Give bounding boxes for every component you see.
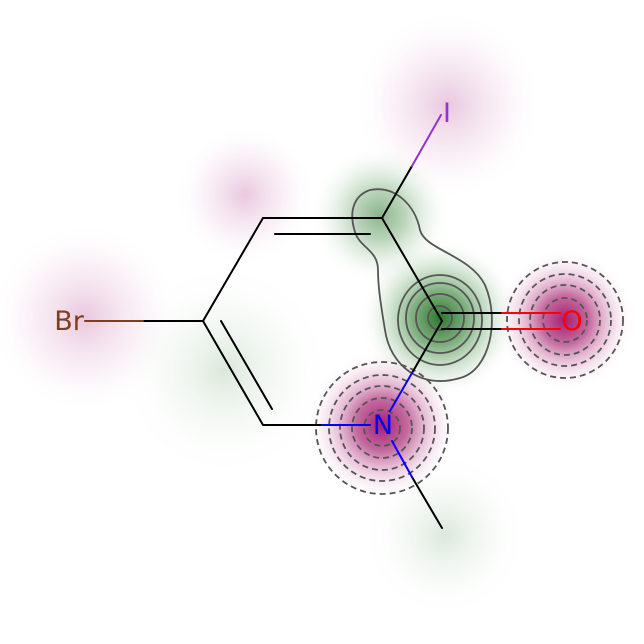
bonds-colored [84,114,561,478]
bond-n-methyl [411,476,443,529]
atom-o-label: O [561,306,582,337]
positive-contour-5 [427,305,453,331]
negative-contour-o-1 [506,261,624,379]
positive-contour-2 [397,274,483,366]
bond-c3-i [381,165,413,219]
positive-contour-4 [415,293,465,343]
negative-contours [315,261,624,495]
atom-i-label: I [443,98,451,129]
negative-contour-n-2 [328,374,436,482]
bonds [142,165,503,529]
bond-n-methyl-segment [391,440,413,478]
bond-c5-c6 [202,320,264,426]
bond-c5-c6-inner [220,320,273,410]
bond-n-c2-segment [389,372,413,412]
contour-lines [351,188,493,382]
negative-contour-n-4 [351,397,413,459]
negative-blob-ring-top [175,125,315,265]
negative-contour-o-3 [529,284,601,356]
contribution-heatmap [0,10,635,620]
negative-blob-o [495,250,635,390]
negative-contour-n-5 [363,409,401,447]
positive-contour-3 [405,282,475,354]
negative-contour-n-1 [315,361,449,495]
atom-br-label: Br [54,306,85,337]
negative-contour-o-2 [518,273,612,367]
positive-blob-ring-left [115,260,335,480]
negative-contour-o-4 [542,297,588,343]
bond-c2-n [411,320,443,374]
bond-c4-c5 [202,217,264,322]
negative-blob-n [307,350,457,500]
negative-contour-n-3 [339,385,425,471]
positive-contour-outer [351,188,493,382]
bond-i-segment [411,114,442,167]
atom-labels: Br I O N [54,98,582,441]
atom-n-label: N [373,410,393,441]
bond-c3-c2 [381,217,443,322]
